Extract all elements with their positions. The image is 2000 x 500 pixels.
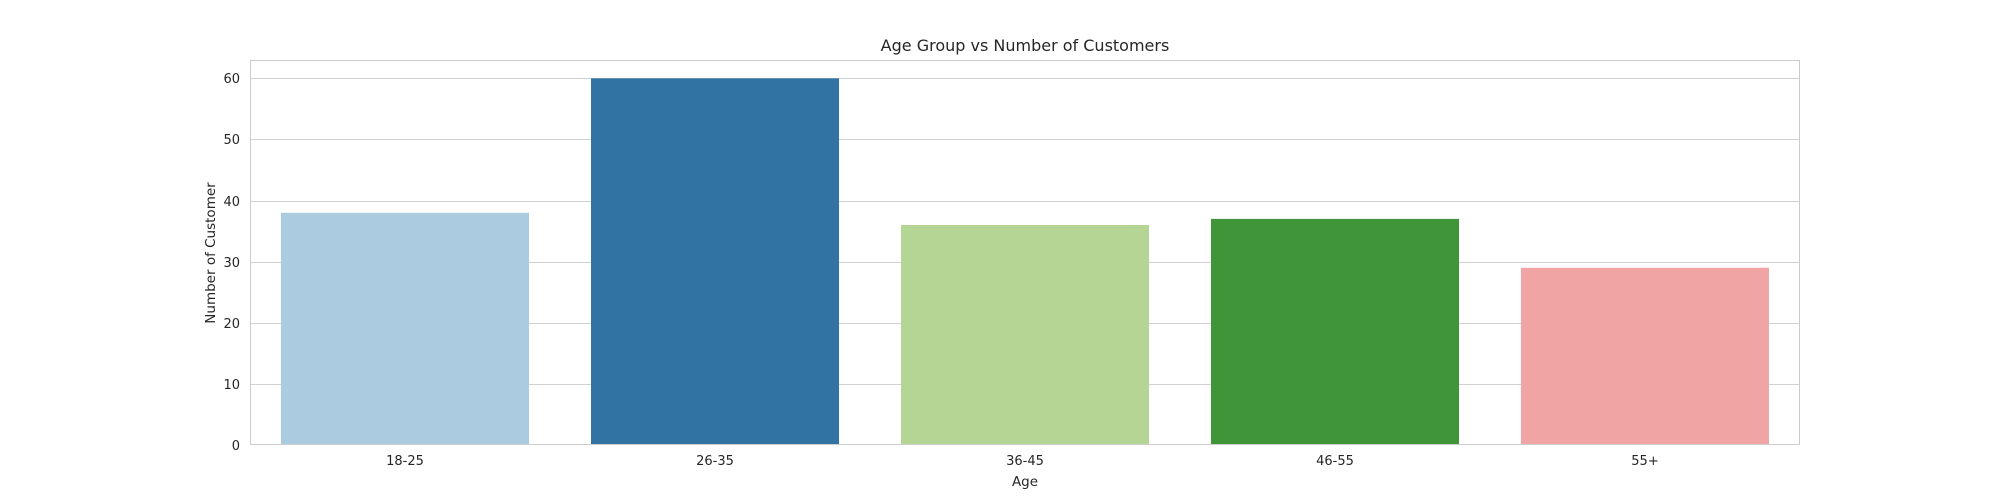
x-tick-label: 55+ bbox=[1631, 454, 1658, 469]
bar-18-25 bbox=[281, 212, 529, 445]
x-tick-label: 36-45 bbox=[1006, 454, 1044, 469]
y-tick-labels: 0 10 20 30 40 50 60 bbox=[223, 72, 240, 454]
y-tick-label: 10 bbox=[223, 378, 240, 393]
y-tick-label: 60 bbox=[223, 72, 240, 87]
bar-26-35 bbox=[591, 78, 839, 445]
y-tick-label: 40 bbox=[223, 195, 240, 210]
y-axis-label: Number of Customer bbox=[203, 182, 219, 324]
y-tick-label: 0 bbox=[232, 439, 240, 454]
bar-46-55 bbox=[1211, 218, 1459, 445]
plot-frame bbox=[250, 60, 1800, 445]
bars bbox=[281, 78, 1769, 445]
y-tick-label: 20 bbox=[223, 317, 240, 332]
x-axis-label: Age bbox=[1012, 474, 1038, 490]
x-tick-label: 26-35 bbox=[696, 454, 734, 469]
bar-36-45 bbox=[901, 225, 1149, 445]
x-tick-label: 18-25 bbox=[386, 454, 424, 469]
chart-title: Age Group vs Number of Customers bbox=[881, 36, 1170, 55]
bar-55 bbox=[1521, 267, 1769, 445]
y-tick-label: 30 bbox=[223, 256, 240, 271]
x-tick-labels: 18-25 26-35 36-45 46-55 55+ bbox=[386, 454, 1659, 469]
y-tick-label: 50 bbox=[223, 133, 240, 148]
x-tick-label: 46-55 bbox=[1316, 454, 1354, 469]
